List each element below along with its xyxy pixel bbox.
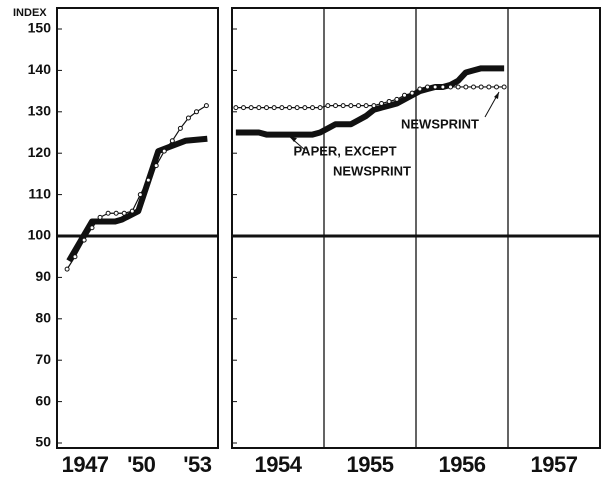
data-point (471, 84, 476, 90)
y-tick-label: 120 (28, 144, 52, 160)
data-point (161, 148, 167, 154)
data-point (455, 84, 461, 90)
data-point (105, 210, 111, 216)
data-line (66, 105, 207, 270)
data-point (113, 210, 119, 216)
arrow-head (290, 137, 297, 142)
data-point (379, 101, 384, 107)
x-tick-label: 1955 (347, 452, 394, 477)
annotation: NEWSPRINT (401, 116, 479, 131)
y-tick-label: 60 (35, 392, 51, 408)
data-point (89, 225, 95, 231)
data-point (203, 103, 209, 109)
data-point (129, 208, 135, 214)
data-point (463, 84, 469, 90)
arrow-head (494, 92, 499, 99)
data-point (287, 105, 292, 111)
data-point (425, 84, 430, 90)
data-point (233, 105, 239, 111)
data-point (137, 192, 143, 198)
data-point (302, 105, 308, 111)
y-tick-label: 70 (35, 351, 51, 367)
data-point (121, 210, 127, 216)
y-tick-label: 150 (28, 20, 52, 36)
plot-frame (56, 7, 219, 449)
data-point (371, 103, 377, 109)
x-tick-label: '53 (183, 452, 211, 477)
data-point (294, 105, 300, 111)
data-point (256, 105, 262, 111)
data-point (394, 96, 400, 102)
data-point (325, 103, 331, 109)
y-axis-label: INDEX (13, 7, 47, 19)
data-line (235, 86, 505, 109)
data-point (486, 84, 492, 90)
data-point (310, 105, 315, 111)
data-point (501, 84, 507, 90)
data-point (193, 109, 199, 115)
x-tick-label: '50 (127, 452, 155, 477)
data-point (402, 92, 407, 98)
data-point (185, 115, 191, 121)
data-point (448, 84, 453, 90)
data-point (248, 105, 254, 111)
data-point (356, 103, 361, 109)
data-point (440, 84, 446, 90)
data-point (81, 237, 87, 243)
x-tick-label: 1956 (439, 452, 486, 477)
data-line (66, 135, 208, 263)
data-line (235, 65, 505, 138)
data-point (478, 84, 484, 90)
plot-frame (231, 7, 601, 449)
y-tick-label: 100 (28, 227, 52, 243)
data-point (145, 177, 151, 183)
y-tick-label: 80 (35, 310, 51, 326)
y-tick-label: 50 (35, 434, 51, 450)
data-point (409, 90, 415, 96)
y-tick-label: 140 (28, 61, 52, 77)
data-point (340, 103, 346, 109)
y-tick-label: 90 (35, 268, 51, 284)
data-point (417, 86, 423, 92)
data-point (432, 84, 438, 90)
data-point (97, 214, 103, 220)
data-point (271, 105, 277, 111)
data-point (494, 84, 499, 90)
data-point (177, 125, 183, 131)
data-point (363, 103, 369, 109)
data-point (153, 163, 159, 169)
data-point (333, 103, 338, 109)
x-tick-label: 1954 (255, 452, 303, 477)
data-point (279, 105, 285, 111)
annotation: PAPER, EXCEPT (293, 143, 396, 158)
data-point (169, 138, 175, 144)
x-tick-label: 1947 (62, 452, 109, 477)
x-tick-label: 1957 (531, 452, 578, 477)
data-point (72, 254, 78, 260)
data-point (386, 98, 392, 104)
y-tick-label: 130 (28, 103, 52, 119)
data-point (241, 105, 246, 111)
y-tick-label: 110 (28, 185, 51, 201)
data-point (64, 266, 70, 272)
data-point (317, 105, 323, 111)
annotation: NEWSPRINT (333, 163, 411, 178)
data-point (348, 103, 354, 109)
data-point (264, 105, 269, 111)
